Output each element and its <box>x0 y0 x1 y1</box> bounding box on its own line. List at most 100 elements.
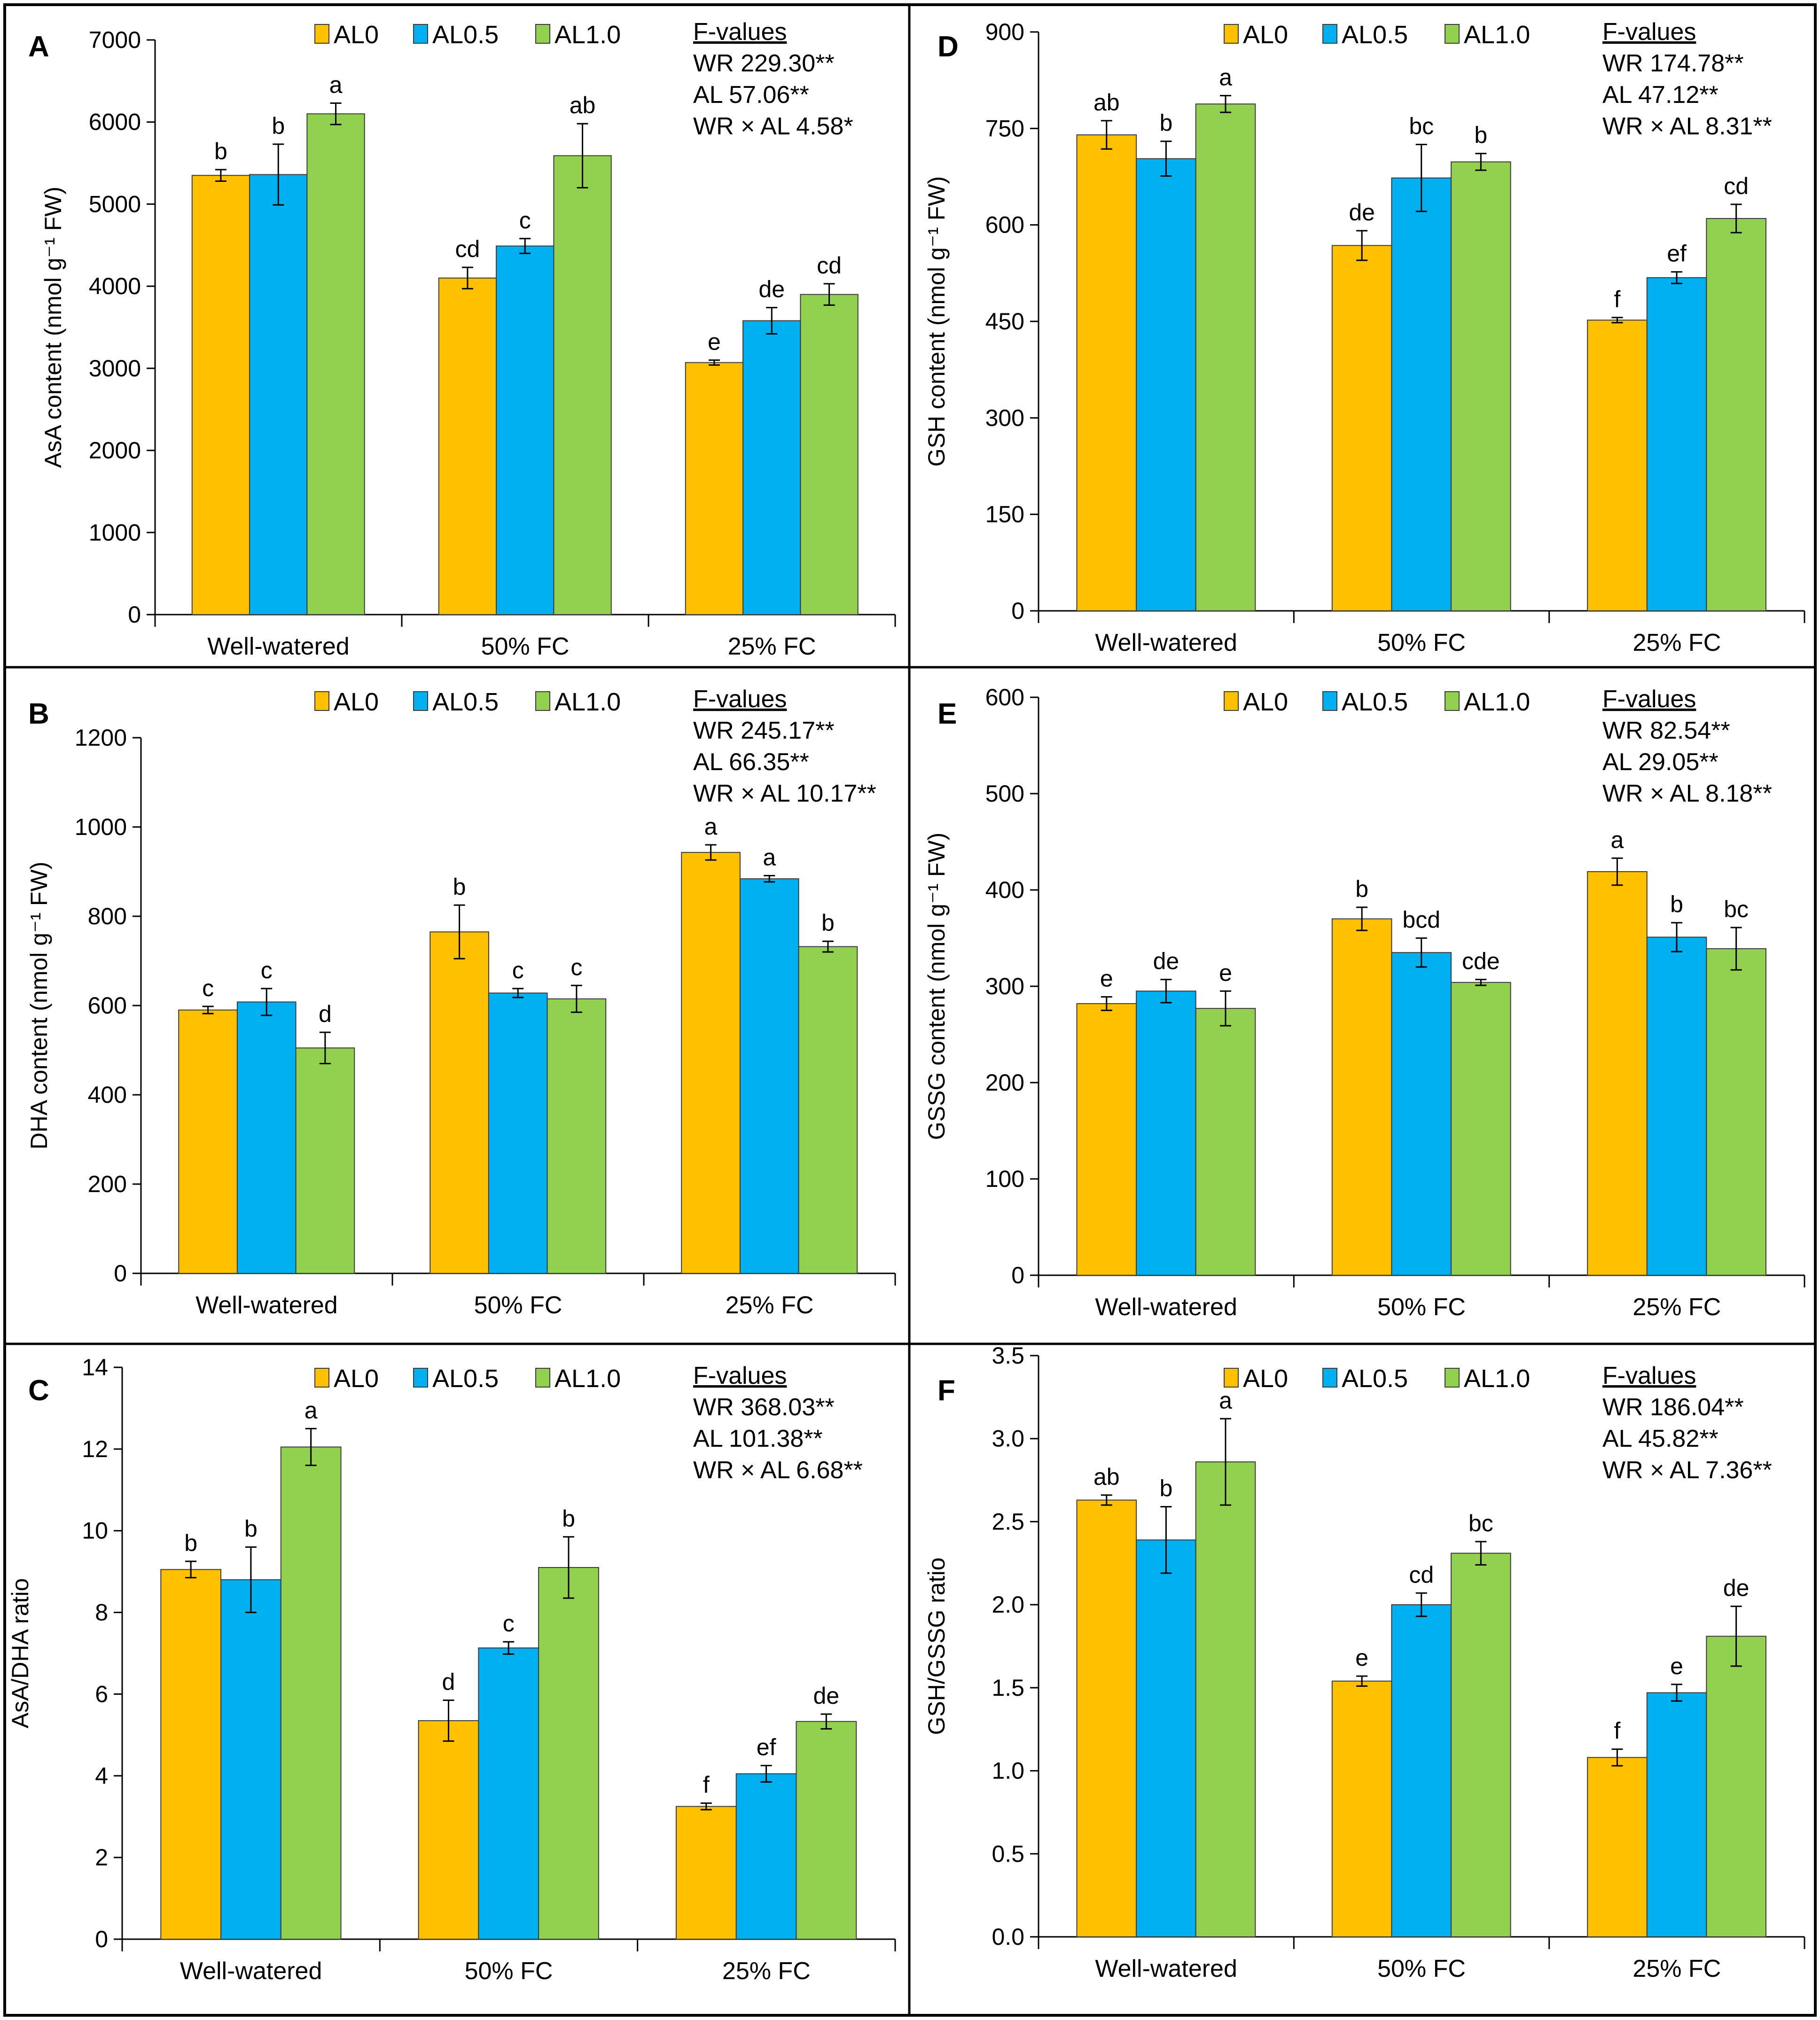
significance-letter: c <box>570 954 582 980</box>
significance-letter: f <box>1614 286 1621 312</box>
f-value-line: WR × AL 8.18** <box>1602 780 1772 807</box>
legend-label-al10: AL1.0 <box>555 688 621 716</box>
panel-letter: F <box>937 1374 955 1407</box>
significance-letter: ef <box>757 1734 776 1761</box>
f-values-title: F-values <box>693 1362 787 1389</box>
bar-d-well-watered-al10 <box>1195 103 1256 611</box>
bar-a-50fc-al05 <box>496 245 555 615</box>
y-tick-label: 150 <box>985 501 1024 528</box>
y-tick-label: 3.5 <box>992 1342 1024 1369</box>
f-value-line: WR × AL 4.58* <box>693 113 853 140</box>
y-tick-label: 1000 <box>89 519 141 546</box>
bar-b-25fc-al0 <box>681 852 741 1274</box>
f-value-line: WR 368.03** <box>693 1394 835 1421</box>
x-category-well-watered: Well-watered <box>1095 1294 1237 1321</box>
legend-label-al0: AL0 <box>334 21 379 49</box>
legend-swatch-al05 <box>1322 24 1337 44</box>
significance-letter: a <box>763 844 776 871</box>
y-axis-title: AsA content (nmol g⁻¹ FW) <box>40 187 66 468</box>
y-tick-label: 300 <box>985 973 1024 999</box>
legend-swatch-al10 <box>535 1368 550 1388</box>
bar-d-50fc-al10 <box>1451 161 1511 611</box>
significance-letter: c <box>519 207 531 234</box>
x-category-25fc: 25% FC <box>1633 629 1721 656</box>
legend-swatch-al10 <box>535 691 550 711</box>
significance-letter: f <box>703 1772 710 1798</box>
f-value-line: WR 229.30** <box>693 50 835 77</box>
f-value-line: WR × AL 8.31** <box>1602 113 1772 140</box>
bar-b-50fc-al10 <box>547 998 607 1274</box>
bar-a-well-watered-al10 <box>306 113 365 616</box>
significance-letter: de <box>758 276 785 303</box>
bar-f-50fc-al10 <box>1451 1552 1511 1938</box>
significance-letter: a <box>1219 1387 1232 1413</box>
x-category-50fc: 50% FC <box>1377 1294 1466 1321</box>
significance-letter: bc <box>1468 1510 1493 1536</box>
f-value-line: WR × AL 10.17** <box>693 780 876 807</box>
y-tick-label: 2000 <box>89 437 141 464</box>
bar-b-50fc-al0 <box>430 931 489 1274</box>
x-category-50fc: 50% FC <box>1377 629 1466 656</box>
significance-letter: ab <box>1094 1464 1120 1490</box>
significance-letter: a <box>305 1397 318 1423</box>
y-tick-label: 1200 <box>75 725 127 751</box>
legend-label-al10: AL1.0 <box>1464 688 1530 716</box>
y-tick-label: 600 <box>88 992 127 1019</box>
bar-e-25fc-al0 <box>1587 871 1648 1276</box>
x-category-50fc: 50% FC <box>481 633 570 660</box>
legend-label-al10: AL1.0 <box>555 21 621 49</box>
significance-letter: c <box>261 957 273 983</box>
legend-swatch-al0 <box>1224 1368 1239 1388</box>
bar-b-well-watered-al0 <box>178 1009 238 1274</box>
y-tick-label: 6 <box>95 1681 108 1707</box>
bar-b-50fc-al05 <box>488 992 548 1274</box>
y-tick-label: 2 <box>95 1844 108 1871</box>
legend-swatch-al05 <box>1322 691 1337 711</box>
x-category-well-watered: Well-watered <box>180 1958 322 1985</box>
bar-b-well-watered-al05 <box>236 1001 297 1274</box>
bar-e-well-watered-al05 <box>1136 991 1196 1276</box>
y-axis-title: GSH content (nmol g⁻¹ FW) <box>923 176 950 467</box>
significance-letter: b <box>214 138 227 164</box>
x-category-25fc: 25% FC <box>1633 1294 1721 1321</box>
f-values-title: F-values <box>693 18 787 46</box>
y-tick-label: 900 <box>985 19 1024 45</box>
y-tick-label: 600 <box>985 212 1024 238</box>
legend-label-al10: AL1.0 <box>555 1365 621 1393</box>
significance-letter: e <box>1355 1645 1368 1671</box>
significance-letter: d <box>442 1669 455 1695</box>
significance-letter: cd <box>455 236 480 262</box>
bar-f-25fc-al0 <box>1587 1757 1648 1937</box>
legend-swatch-al05 <box>413 24 428 44</box>
legend-label-al05: AL0.5 <box>432 21 499 49</box>
y-tick-label: 3.0 <box>992 1426 1024 1452</box>
f-value-line: AL 29.05** <box>1602 749 1718 776</box>
legend-label-al05: AL0.5 <box>1342 1365 1408 1393</box>
significance-letter: c <box>503 1610 515 1637</box>
significance-letter: a <box>1219 64 1232 91</box>
legend-label-al0: AL0 <box>334 1365 379 1393</box>
y-axis-title: AsA/DHA ratio <box>7 1578 33 1729</box>
bar-a-well-watered-al05 <box>249 174 308 615</box>
significance-letter: b <box>821 910 835 936</box>
legend-label-al05: AL0.5 <box>1342 688 1408 716</box>
bar-b-25fc-al05 <box>739 878 799 1274</box>
f-value-line: WR 174.78** <box>1602 50 1744 77</box>
significance-letter: b <box>1474 122 1487 148</box>
bar-f-50fc-al0 <box>1331 1680 1392 1937</box>
f-value-line: WR 82.54** <box>1602 717 1730 744</box>
bar-d-well-watered-al0 <box>1076 134 1137 611</box>
bar-a-well-watered-al0 <box>191 175 250 615</box>
y-tick-label: 500 <box>985 780 1024 807</box>
legend-swatch-al05 <box>413 691 428 711</box>
y-tick-label: 0 <box>95 1926 108 1952</box>
bar-c-50fc-al10 <box>538 1567 599 1940</box>
legend-label-al0: AL0 <box>1243 688 1288 716</box>
significance-letter: de <box>1723 1575 1750 1601</box>
legend-swatch-al0 <box>1224 691 1239 711</box>
x-category-50fc: 50% FC <box>1377 1955 1466 1982</box>
f-value-line: WR × AL 7.36** <box>1602 1457 1772 1484</box>
significance-letter: ab <box>570 92 596 118</box>
y-tick-label: 1.5 <box>992 1675 1024 1701</box>
f-value-line: WR 186.04** <box>1602 1394 1744 1421</box>
